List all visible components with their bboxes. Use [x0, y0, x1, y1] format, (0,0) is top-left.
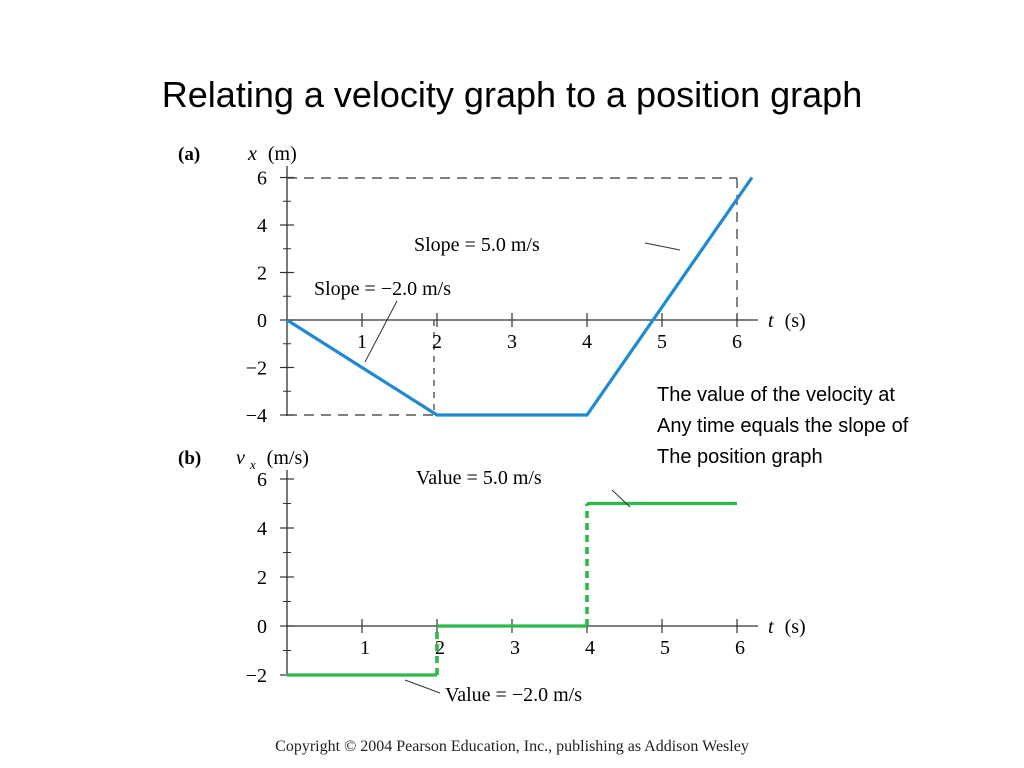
value-positive-leader [611, 489, 631, 508]
position-series-line [286, 176, 754, 417]
note-line-3: The position graph [657, 446, 823, 468]
a-xtick-label: 1 [357, 331, 367, 353]
panel-a-label: (a) [178, 144, 200, 165]
b-xtick-label: 4 [585, 637, 595, 659]
b-xtick-label: 3 [510, 637, 520, 659]
a-ytick-label: −4 [246, 405, 267, 427]
a-ytick-label: 0 [257, 310, 267, 332]
a-ytick-label: 2 [257, 263, 267, 285]
a-xtick-label: 4 [582, 331, 592, 353]
copyright-notice: Copyright © 2004 Pearson Education, Inc.… [275, 738, 749, 755]
slide-title: Relating a velocity graph to a position … [161, 74, 863, 115]
velocity-series [287, 501, 737, 677]
b-ytick-label: 0 [257, 616, 267, 638]
b-xtick-label: 2 [435, 637, 445, 659]
panel-a-ylabel-unit: (m) [268, 143, 297, 165]
b-xtick-label: 5 [660, 637, 670, 659]
panel-b-ylabel: v x (m/s) [236, 447, 309, 474]
value-negative-label: Value = −2.0 m/s [445, 684, 582, 706]
panel-b-xlabel: t (s) [768, 616, 806, 638]
b-ytick-label: 2 [257, 567, 267, 589]
b-ytick-label: −2 [246, 665, 267, 687]
a-ytick-label: 4 [257, 215, 267, 237]
panel-a-ylabel: x (m) [247, 143, 297, 165]
a-xtick-label: 5 [657, 331, 667, 353]
a-ytick-label: −2 [246, 358, 267, 380]
velocity-graph: (b) v x (m/s) t (s) −2 0 2 4 6 1 2 3 4 5 6 Value … [178, 447, 806, 706]
panel-b-ylabel-sub: x [249, 457, 256, 472]
panel-b-xlabel-var: t [768, 616, 774, 638]
panel-a-xlabel: t (s) [768, 310, 806, 332]
b-ytick-label: 4 [257, 518, 267, 540]
panel-b-xlabel-unit: (s) [785, 616, 806, 638]
slope-positive-leader [644, 242, 681, 251]
slope-positive-label: Slope = 5.0 m/s [414, 234, 540, 256]
note-line-1: The value of the velocity at [657, 384, 895, 406]
a-ytick-label: 6 [257, 168, 267, 190]
slope-negative-label: Slope = −2.0 m/s [314, 278, 451, 300]
panel-b-label: (b) [178, 448, 201, 469]
value-negative-leader [404, 679, 441, 694]
slope-negative-leader [364, 300, 398, 363]
a-xtick-label: 3 [507, 331, 517, 353]
b-ytick-label: 6 [257, 469, 267, 491]
explanation-note: The value of the velocity at Any time eq… [657, 380, 1017, 473]
position-graph: (a) x (m) t (s) −4 −2 0 2 4 6 1 2 3 4 5 6 Slope = … [178, 143, 806, 427]
panel-b-ylabel-var: v [236, 447, 245, 469]
panel-a-ylabel-var: x [247, 143, 257, 165]
panel-b-ylabel-unit: (m/s) [267, 447, 309, 469]
panel-a-xlabel-unit: (s) [785, 310, 806, 332]
a-xtick-label: 2 [432, 331, 442, 353]
value-positive-label: Value = 5.0 m/s [416, 467, 542, 489]
b-xtick-label: 1 [360, 637, 370, 659]
a-xtick-label: 6 [732, 331, 742, 353]
panel-a-xlabel-var: t [768, 310, 774, 332]
note-line-2: Any time equals the slope of [657, 415, 909, 437]
b-xtick-label: 6 [735, 637, 745, 659]
